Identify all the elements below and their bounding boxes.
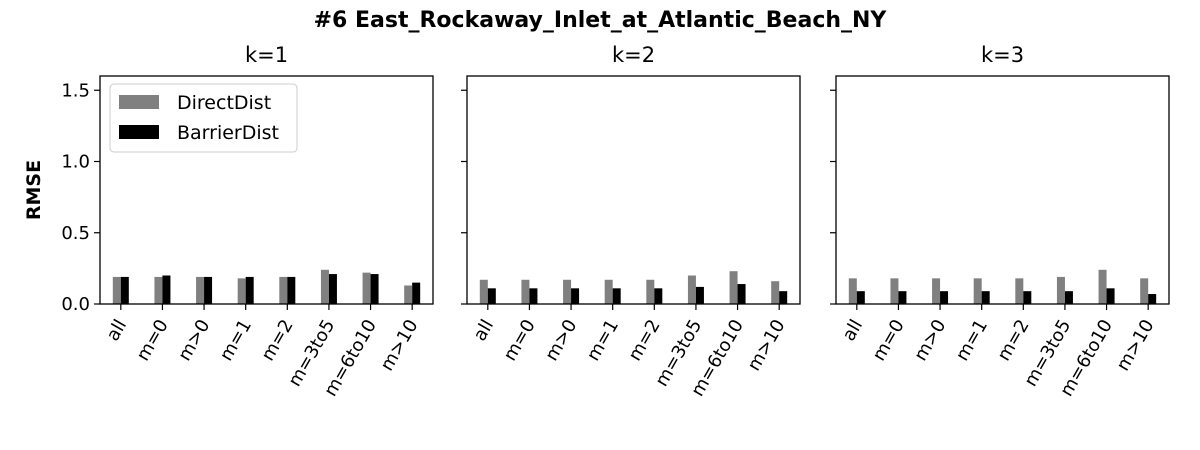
panel-k-3-bar-directdist-m-6to10 [1098,269,1107,304]
panel-k-2-bar-directdist-m-6to10 [729,271,738,304]
panel-k-2-bar-barrierdist-mgt10 [779,291,788,304]
panel-k-3-bar-barrierdist-m-2 [1023,291,1032,304]
panel-k-1-bar-barrierdist-m-6to10 [370,274,379,304]
panel-k-3-bar-barrierdist-m-6to10 [1106,288,1115,304]
panel-k-1-bar-directdist-m-0 [154,276,163,304]
panel-k-2-bar-directdist-m-0 [521,279,530,304]
panel-k-1-bar-directdist-m-3to5 [320,269,329,304]
panel-k-3-bar-directdist-m-0 [890,278,899,304]
panel-k-2-x-tick-label: m=2 [624,316,664,365]
panel-k-2-x-tick-label: m=0 [500,316,540,365]
legend-label-directdist: DirectDist [177,92,271,114]
panel-k-1-x-tick-label: m=0 [133,316,173,365]
figure-title: #6 East_Rockaway_Inlet_at_Atlantic_Beach… [314,8,888,33]
panel-k-2-bar-directdist-m-2 [646,279,655,304]
panel-k-1-bar-barrierdist-m-1 [245,276,254,304]
panel-k-1-frame [99,75,434,305]
panel-k-1-x-tick-label: m>10 [377,316,423,375]
panel-k-2-bar-barrierdist-m-6to10 [737,284,746,304]
panel-k-3-bar-barrierdist-m-1 [981,291,990,304]
panel-k-1-bar-barrierdist-m-3to5 [328,274,337,304]
panel-k-2-x-tick-label: all [469,316,498,345]
panel-k-2-bar-directdist-all [479,279,488,304]
panel-k-1-bar-directdist-m-2 [279,276,288,304]
panel-k-2-bar-barrierdist-m-3to5 [695,286,704,304]
panel-k-2-title: k=2 [612,43,655,67]
panel-k-3-title: k=3 [981,43,1024,67]
panel-k-3-frame [835,75,1170,305]
panel-k-2-bar-barrierdist-m-2 [654,288,663,304]
panel-k-1-bar-barrierdist-mgt10 [412,282,421,304]
legend-swatch-directdist [119,95,159,109]
panel-k-3-bar-barrierdist-m-3to5 [1064,291,1073,304]
panel-k-1-x-tick-label: m=1 [216,316,256,365]
legend: DirectDist BarrierDist [109,83,298,153]
panel-k-3-x-tick-label: m>10 [1113,316,1159,375]
panel-k-1-bar-barrierdist-all [120,276,129,304]
y-tick-label: 1.5 [61,80,90,101]
y-tick-label: 1.0 [61,152,90,173]
panel-k-2-bar-barrierdist-m-0 [529,288,538,304]
panel-k-2-bar-directdist-m-3to5 [687,275,696,304]
panel-k-2-bar-directdist-mgt10 [771,281,780,304]
panel-k-2-x-tick-label: m>0 [541,316,581,365]
panel-k-2-bar-directdist-mgt0 [563,279,572,304]
panel-k-3-x-tick-label: m=1 [952,316,992,365]
panel-k-2-bar-directdist-m-1 [604,279,613,304]
panel-k-3-bar-barrierdist-mgt10 [1148,294,1157,304]
panel-k-3-bar-directdist-m-3to5 [1056,276,1065,304]
panel-k-1-x-tick-label: m>0 [174,316,214,365]
panel-k-1-bar-barrierdist-mgt0 [204,276,213,304]
panel-k-2-bar-barrierdist-mgt0 [571,288,580,304]
legend-swatch-barrierdist [119,125,159,139]
y-axis-label: RMSE [23,160,45,220]
panel-k-1-bar-directdist-m-1 [237,278,246,304]
panel-k-3-x-tick-label: all [838,316,867,345]
panel-k-2-bar-barrierdist-all [487,288,496,304]
panel-k-3-bar-barrierdist-all [856,291,865,304]
legend-label-barrierdist: BarrierDist [177,122,279,144]
panel-k-3-x-tick-label: m=2 [993,316,1033,365]
panel-k-1-x-tick-label: m=2 [257,316,297,365]
panel-k-3-bar-directdist-m-2 [1015,278,1024,304]
panel-k-2-frame [466,75,801,305]
panel-k-3-x-tick-label: m>0 [910,316,950,365]
panel-k-1-bar-directdist-m-6to10 [362,272,371,304]
panel-k-3-bar-directdist-m-1 [973,278,982,304]
panel-k-1-bar-directdist-all [112,276,121,304]
panel-k-1-bar-barrierdist-m-2 [287,276,296,304]
panel-k-2-bar-barrierdist-m-1 [612,288,621,304]
panel-k-3-bar-barrierdist-m-0 [898,291,907,304]
panel-k-1-bar-barrierdist-m-0 [162,275,171,304]
panel-k-1-title: k=1 [245,43,288,67]
panel-k-3-bar-barrierdist-mgt0 [940,291,949,304]
panel-k-3-bar-directdist-mgt0 [932,278,941,304]
panel-k-1-x-tick-label: all [102,316,131,345]
panel-k-3-x-tick-label: m=0 [869,316,909,365]
panel-k-3-bar-directdist-all [848,278,857,304]
panel-k-1-bar-directdist-mgt10 [404,285,413,304]
panel-k-1-bar-directdist-mgt0 [196,276,205,304]
y-tick-label: 0.5 [61,223,90,244]
panel-k-3-bar-directdist-mgt10 [1140,278,1149,304]
y-tick-label: 0.0 [61,294,90,315]
panel-k-2-x-tick-label: m=1 [583,316,623,365]
panel-k-2-x-tick-label: m>10 [744,316,790,375]
